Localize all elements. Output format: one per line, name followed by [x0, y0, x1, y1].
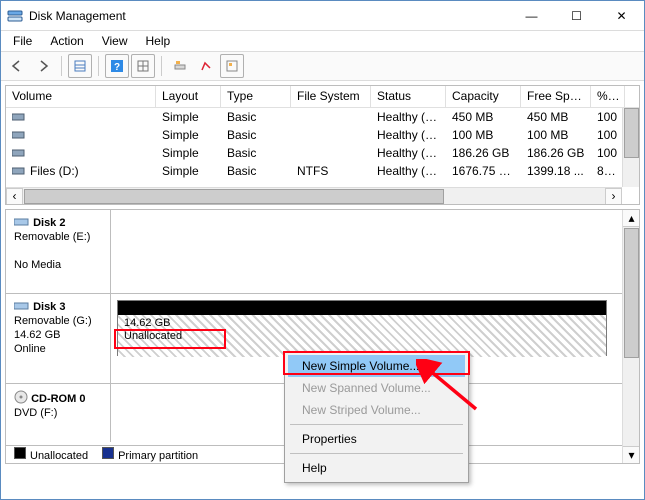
svg-text:?: ?	[114, 62, 120, 73]
cell: Simple	[156, 145, 221, 161]
col-volume[interactable]: Volume	[6, 86, 156, 107]
menu-item-new-striped-volume: New Striped Volume...	[288, 399, 465, 421]
help-button[interactable]: ?	[105, 54, 129, 78]
cell: 1399.18 ...	[521, 163, 591, 179]
cell: Simple	[156, 109, 221, 125]
col-layout[interactable]: Layout	[156, 86, 221, 107]
cell: Basic	[221, 145, 291, 161]
cell: 100 MB	[521, 127, 591, 143]
cell	[291, 152, 371, 154]
window-title: Disk Management	[29, 9, 509, 23]
cell: 100	[591, 127, 625, 143]
cell: 186.26 GB	[446, 145, 521, 161]
cell: Simple	[156, 163, 221, 179]
menu-item-properties[interactable]: Properties	[288, 428, 465, 450]
back-button[interactable]	[5, 54, 29, 78]
cell: 1676.75 GB	[446, 163, 521, 179]
action3-button[interactable]	[220, 54, 244, 78]
vertical-scrollbar[interactable]	[622, 108, 639, 187]
cell: Healthy (R...	[371, 109, 446, 125]
volume-header: VolumeLayoutTypeFile SystemStatusCapacit…	[6, 86, 639, 108]
cell: Basic	[221, 163, 291, 179]
disk-row-disk2: Disk 2 Removable (E:) No Media	[6, 210, 639, 294]
close-button[interactable]: ✕	[599, 1, 644, 30]
cell: Simple	[156, 127, 221, 143]
menu-separator	[290, 424, 463, 425]
menu-item-help[interactable]: Help	[288, 457, 465, 479]
cell: Files (D:)	[6, 163, 156, 179]
disk2-sub: Removable (E:)	[14, 231, 90, 243]
refresh-button[interactable]	[131, 54, 155, 78]
cell: 83 %	[591, 163, 625, 179]
table-row[interactable]: SimpleBasicHealthy (R...450 MB450 MB100	[6, 108, 639, 126]
menu-view[interactable]: View	[94, 32, 136, 50]
gview-vscroll[interactable]: ▴ ▾	[622, 210, 639, 463]
cell	[291, 116, 371, 118]
cell	[6, 127, 156, 143]
maximize-button[interactable]: ☐	[554, 1, 599, 30]
table-row[interactable]: SimpleBasicHealthy (P...186.26 GB186.26 …	[6, 144, 639, 162]
disk3-vol-size: 14.62 GB	[124, 317, 170, 329]
col-free-spa-[interactable]: Free Spa...	[521, 86, 591, 107]
disk2-graphic	[111, 210, 639, 293]
disk3-volume-unallocated[interactable]: 14.62 GB Unallocated	[117, 300, 607, 356]
action1-button[interactable]	[168, 54, 192, 78]
menu-item-new-simple-volume[interactable]: New Simple Volume...	[288, 355, 465, 377]
menu-action[interactable]: Action	[42, 32, 91, 50]
cell	[6, 145, 156, 161]
cell: NTFS	[291, 163, 371, 179]
action2-button[interactable]	[194, 54, 218, 78]
cell: Healthy (P...	[371, 163, 446, 179]
cell: 100 MB	[446, 127, 521, 143]
horizontal-scrollbar[interactable]: ‹ ›	[6, 187, 622, 204]
col-status[interactable]: Status	[371, 86, 446, 107]
disk2-status: No Media	[14, 259, 61, 271]
toolbar: ?	[1, 51, 644, 81]
col-type[interactable]: Type	[221, 86, 291, 107]
disk3-size: 14.62 GB	[14, 329, 60, 341]
disk3-vol-state: Unallocated	[124, 330, 182, 342]
menu-separator	[290, 453, 463, 454]
disk3-sub: Removable (G:)	[14, 315, 92, 327]
cell	[6, 109, 156, 125]
cell: Basic	[221, 127, 291, 143]
view-button[interactable]	[68, 54, 92, 78]
cdrom-sub: DVD (F:)	[14, 407, 57, 419]
disk-info-disk3: Disk 3 Removable (G:) 14.62 GB Online	[6, 294, 111, 383]
disk-info-disk2: Disk 2 Removable (E:) No Media	[6, 210, 111, 293]
col-file-system[interactable]: File System	[291, 86, 371, 107]
volume-list: VolumeLayoutTypeFile SystemStatusCapacit…	[5, 85, 640, 205]
minimize-button[interactable]: —	[509, 1, 554, 30]
col-capacity[interactable]: Capacity	[446, 86, 521, 107]
legend-primary: Primary partition	[118, 450, 198, 462]
cell: Basic	[221, 109, 291, 125]
menu-item-new-spanned-volume: New Spanned Volume...	[288, 377, 465, 399]
menubar: File Action View Help	[1, 31, 644, 51]
cell	[291, 134, 371, 136]
disk3-state: Online	[14, 343, 46, 355]
cell: 186.26 GB	[521, 145, 591, 161]
disk-info-cdrom: CD-ROM 0 DVD (F:)	[6, 384, 111, 442]
menu-help[interactable]: Help	[138, 32, 179, 50]
app-icon	[7, 8, 23, 24]
titlebar: Disk Management — ☐ ✕	[1, 1, 644, 31]
table-row[interactable]: SimpleBasicHealthy (E...100 MB100 MB100	[6, 126, 639, 144]
forward-button[interactable]	[31, 54, 55, 78]
table-row[interactable]: Files (D:)SimpleBasicNTFSHealthy (P...16…	[6, 162, 639, 180]
menu-file[interactable]: File	[5, 32, 40, 50]
col--f[interactable]: % F	[591, 86, 625, 107]
volume-rows: SimpleBasicHealthy (R...450 MB450 MB100S…	[6, 108, 639, 180]
cell: 100	[591, 145, 625, 161]
cell: 450 MB	[521, 109, 591, 125]
context-menu: New Simple Volume...New Spanned Volume..…	[284, 351, 469, 483]
cell: 450 MB	[446, 109, 521, 125]
cell: Healthy (E...	[371, 127, 446, 143]
legend-unallocated: Unallocated	[30, 450, 88, 462]
cell: 100	[591, 109, 625, 125]
cell: Healthy (P...	[371, 145, 446, 161]
